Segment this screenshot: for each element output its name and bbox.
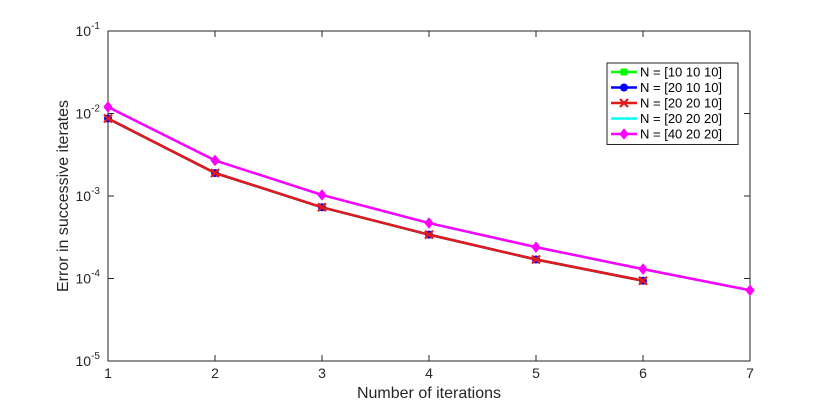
data-point (103, 101, 113, 113)
y-tick-label: 10-5 (76, 351, 101, 369)
legend: N = [10 10 10]N = [20 10 10]N = [20 20 1… (606, 62, 739, 145)
series-line (107, 117, 644, 282)
data-point (619, 128, 629, 140)
x-axis-label: Number of iterations (357, 385, 501, 402)
legend-label: N = [40 20 20] (640, 127, 722, 142)
series-3 (103, 113, 648, 286)
data-point (210, 168, 220, 178)
x-tick-label: 7 (746, 365, 754, 381)
data-point (103, 113, 113, 124)
y-tick-base: 10 (76, 188, 92, 204)
y-tick-label: 10-2 (76, 104, 101, 122)
x-tick-label: 3 (318, 365, 326, 381)
legend-label: N = [20 10 10] (640, 80, 722, 95)
y-tick-exponent: -1 (91, 21, 100, 32)
y-tick-exponent: -2 (91, 104, 100, 115)
y-tick-label: 10-1 (76, 21, 101, 39)
x-tick-label: 6 (639, 365, 647, 381)
x-tick-label: 4 (425, 365, 433, 381)
legend-item: N = [10 10 10] (611, 65, 722, 80)
series-5 (103, 101, 755, 297)
y-axis-ticks: 10-110-210-310-410-5 (76, 21, 750, 369)
data-point (531, 241, 541, 253)
data-point (210, 154, 220, 167)
legend-label: N = [10 10 10] (640, 65, 722, 80)
data-point (424, 229, 434, 240)
data-point (619, 98, 629, 108)
y-tick-base: 10 (76, 23, 92, 39)
x-tick-label: 1 (104, 365, 112, 381)
data-point (638, 263, 648, 275)
x-tick-label: 2 (211, 365, 219, 381)
y-tick-base: 10 (76, 353, 92, 369)
data-point (745, 284, 755, 297)
y-tick-base: 10 (76, 271, 92, 287)
x-axis-ticks: 1 2 3 4 5 6 7 (104, 31, 754, 381)
series-layer (103, 101, 755, 297)
legend-item: N = [20 10 10] (611, 80, 722, 95)
y-tick-base: 10 (76, 106, 92, 122)
data-point (317, 202, 327, 213)
data-point (317, 189, 327, 201)
data-point (620, 68, 628, 76)
data-point (531, 254, 541, 265)
data-point (638, 275, 648, 286)
x-tick-label: 5 (532, 365, 540, 381)
y-tick-exponent: -5 (91, 351, 100, 362)
y-axis-label: Error in successive iterates (55, 100, 72, 292)
legend-label: N = [20 20 20] (640, 111, 722, 126)
y-tick-label: 10-4 (76, 269, 101, 287)
y-tick-label: 10-3 (76, 186, 101, 204)
legend-item: N = [20 20 10] (611, 96, 722, 111)
y-tick-exponent: -3 (91, 186, 100, 197)
legend-label: N = [20 20 10] (640, 96, 722, 111)
data-point (424, 217, 434, 229)
legend-item: N = [40 20 20] (611, 127, 722, 142)
y-tick-exponent: -4 (91, 269, 100, 280)
data-point (620, 83, 628, 92)
legend-item: N = [20 20 20] (611, 111, 722, 126)
